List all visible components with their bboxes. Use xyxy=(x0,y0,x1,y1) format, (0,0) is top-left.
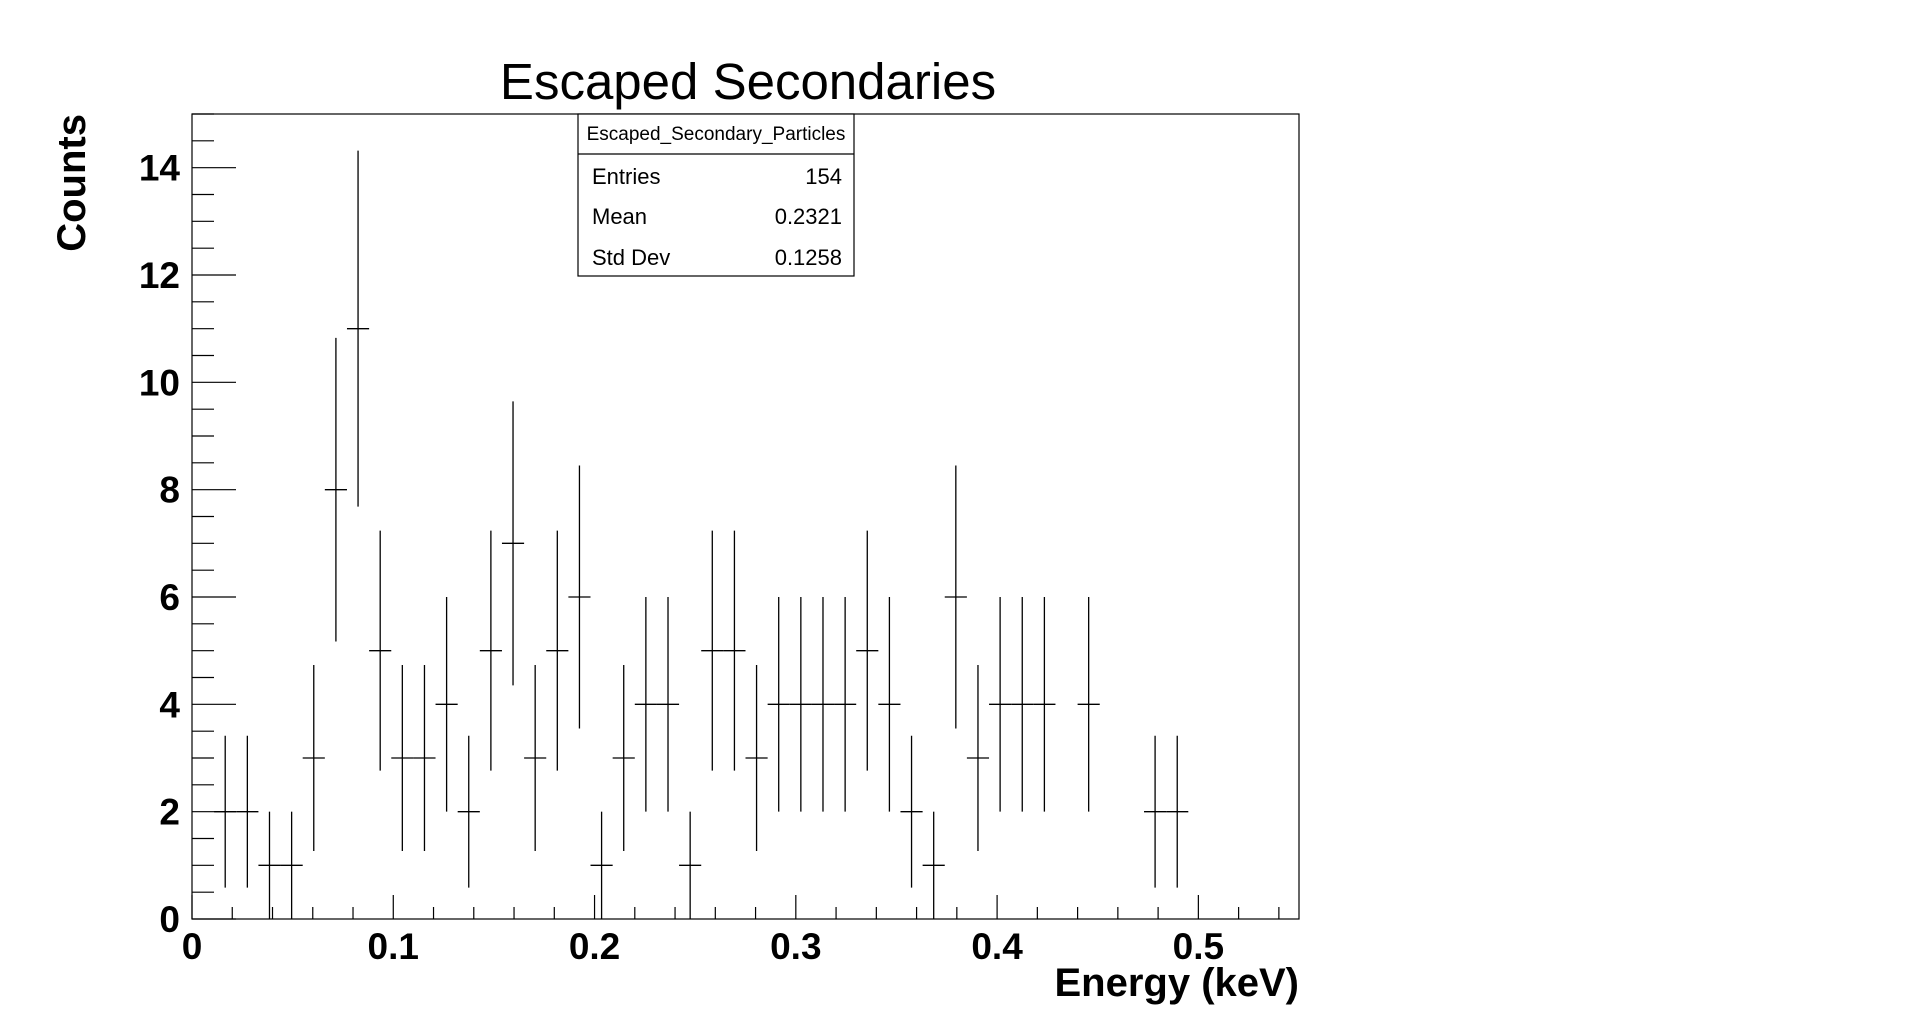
data-point xyxy=(590,811,613,919)
data-point xyxy=(966,665,990,851)
x-tick-labels: 0 0.1 0.2 0.3 0.4 0.5 xyxy=(182,926,1224,967)
data-point xyxy=(878,597,901,812)
stats-mean-label: Mean xyxy=(592,204,647,229)
y-tick-label: 12 xyxy=(139,255,180,296)
y-tick-label: 8 xyxy=(159,470,180,511)
x-tick-label: 0.1 xyxy=(368,926,419,967)
data-point xyxy=(546,530,569,771)
y-tick-labels: 0 2 4 6 8 10 12 14 xyxy=(139,148,181,940)
stats-box: Escaped_Secondary_Particles Entries 154 … xyxy=(577,113,855,277)
stats-stddev-label: Std Dev xyxy=(592,245,670,270)
data-marks xyxy=(214,150,1189,919)
stats-mean-value: 0.2321 xyxy=(775,204,842,229)
data-point xyxy=(369,530,392,771)
data-point xyxy=(900,735,923,888)
data-point xyxy=(236,735,259,888)
data-point xyxy=(501,401,525,686)
data-point xyxy=(435,597,458,812)
data-point xyxy=(612,665,635,851)
x-tick-label: 0.2 xyxy=(569,926,620,967)
data-point xyxy=(457,735,480,888)
x-tick-label: 0.4 xyxy=(971,926,1023,967)
data-point xyxy=(346,150,370,507)
x-tick-label: 0.3 xyxy=(770,926,821,967)
data-point xyxy=(1144,735,1167,888)
data-point xyxy=(679,811,702,919)
data-point xyxy=(568,465,591,729)
data-point xyxy=(479,530,502,771)
data-point xyxy=(944,465,967,729)
stats-entries-value: 154 xyxy=(805,164,842,189)
y-tick-label: 6 xyxy=(159,577,180,618)
stats-box-frame xyxy=(577,113,855,277)
chart-title: Escaped Secondaries xyxy=(500,53,996,110)
data-point xyxy=(1033,597,1056,812)
x-tick-label: 0 xyxy=(182,926,203,967)
y-tick-label: 10 xyxy=(139,362,180,403)
data-point xyxy=(280,811,303,919)
data-point xyxy=(989,597,1012,812)
data-point xyxy=(723,530,746,771)
y-tick-label: 0 xyxy=(159,899,180,940)
y-tick-label: 2 xyxy=(159,792,180,833)
data-point xyxy=(701,530,724,771)
data-point xyxy=(214,735,237,888)
x-tick-label: 0.5 xyxy=(1173,926,1224,967)
data-point xyxy=(1166,735,1189,888)
data-point xyxy=(524,665,547,851)
data-point xyxy=(391,665,414,851)
stats-entries-label: Entries xyxy=(592,164,660,189)
stats-box-title: Escaped_Secondary_Particles xyxy=(587,124,846,145)
axis-ticks xyxy=(191,113,1280,920)
data-point xyxy=(634,597,657,812)
data-point xyxy=(811,597,835,812)
data-point xyxy=(324,337,347,642)
data-point xyxy=(767,597,790,812)
x-axis-label: Energy (keV) xyxy=(1054,961,1299,1005)
data-point xyxy=(856,530,879,771)
y-tick-label: 14 xyxy=(139,148,181,189)
data-point xyxy=(922,811,945,919)
data-point xyxy=(413,665,436,851)
data-point xyxy=(1077,597,1100,812)
data-point xyxy=(1011,597,1034,812)
data-point xyxy=(834,597,857,812)
data-point xyxy=(745,665,768,851)
y-tick-label: 4 xyxy=(159,684,180,725)
data-point xyxy=(789,597,812,812)
data-point xyxy=(258,811,281,919)
data-point xyxy=(302,665,325,851)
stats-stddev-value: 0.1258 xyxy=(775,245,842,270)
data-point xyxy=(656,597,680,812)
y-axis-label: Counts xyxy=(50,114,94,252)
